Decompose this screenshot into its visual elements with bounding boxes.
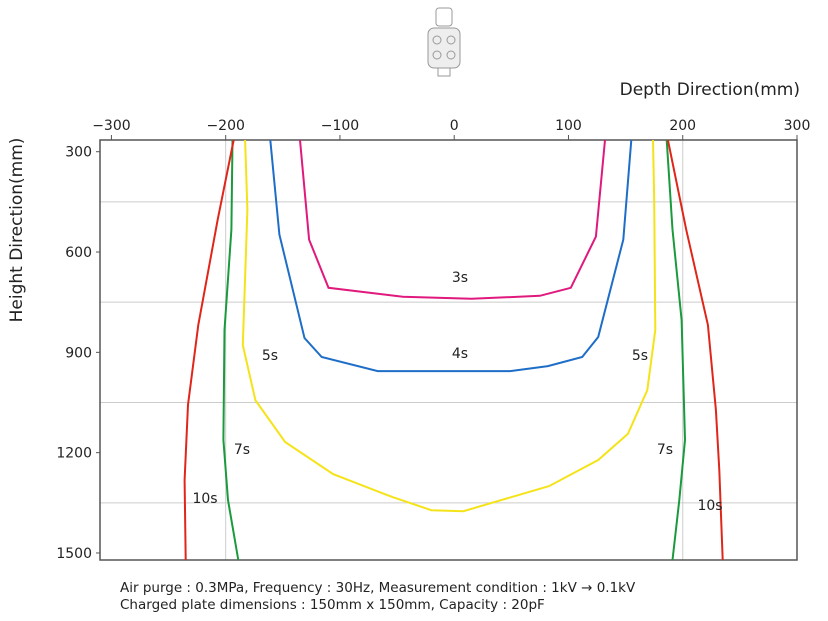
curve-label: 7s [657, 442, 673, 458]
y-tick-label: 1500 [56, 546, 92, 562]
curve-label: 10s [697, 498, 722, 514]
x-tick-label: 300 [784, 118, 811, 134]
y-tick-label: 600 [65, 245, 92, 261]
curve-label: 5s [262, 348, 278, 364]
y-tick-label: 300 [65, 145, 92, 161]
y-tick-label: 900 [65, 345, 92, 361]
curve-label: 3s [452, 270, 468, 286]
x-axis-label: Depth Direction(mm) [620, 80, 800, 100]
note: Air purge : 0.3MPa, Frequency : 30Hz, Me… [120, 580, 636, 596]
x-tick-label: −300 [92, 118, 130, 134]
x-tick-label: 100 [555, 118, 582, 134]
x-tick-label: 0 [450, 118, 459, 134]
x-tick-label: 200 [669, 118, 696, 134]
curve-label: 5s [632, 348, 648, 364]
contour-line [183, 139, 724, 561]
x-tick-label: −200 [206, 118, 244, 134]
robot-icon [427, 7, 461, 77]
contour-line [241, 139, 657, 513]
contour-line [299, 139, 606, 300]
curve-label: 10s [192, 491, 217, 507]
contour-line [222, 139, 687, 561]
plot-frame [99, 139, 798, 561]
y-tick-label: 1200 [56, 446, 92, 462]
chart: Depth Direction(mm) Height Direction(mm)… [7, 7, 811, 562]
curve-label: 7s [234, 442, 250, 458]
y-axis-label: Height Direction(mm) [7, 138, 27, 323]
curve-label: 4s [452, 346, 468, 362]
note: Charged plate dimensions : 150mm x 150mm… [120, 597, 545, 613]
contour-line [269, 139, 633, 373]
x-tick-label: −100 [321, 118, 359, 134]
